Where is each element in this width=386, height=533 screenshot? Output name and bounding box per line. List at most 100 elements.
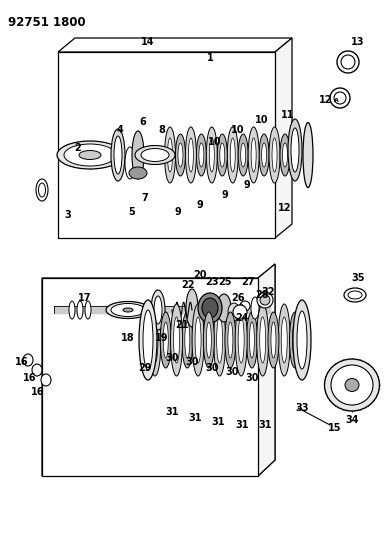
Text: 1: 1 — [207, 53, 213, 63]
Ellipse shape — [160, 312, 171, 368]
Text: 35: 35 — [351, 273, 365, 283]
Ellipse shape — [251, 138, 256, 172]
Ellipse shape — [202, 298, 218, 318]
Text: 30: 30 — [245, 373, 259, 383]
Text: 30: 30 — [225, 367, 239, 377]
Ellipse shape — [198, 293, 222, 323]
Ellipse shape — [217, 134, 227, 176]
Ellipse shape — [32, 364, 42, 376]
Ellipse shape — [106, 302, 150, 319]
Ellipse shape — [246, 312, 257, 368]
Text: 27: 27 — [241, 277, 255, 287]
Ellipse shape — [139, 300, 157, 380]
Ellipse shape — [337, 51, 359, 73]
Ellipse shape — [293, 322, 298, 358]
Text: 31: 31 — [235, 420, 249, 430]
Text: 16: 16 — [23, 373, 37, 383]
Text: 9: 9 — [196, 200, 203, 210]
Ellipse shape — [297, 311, 307, 369]
Ellipse shape — [176, 134, 185, 176]
Ellipse shape — [185, 127, 196, 183]
Ellipse shape — [188, 138, 193, 172]
Text: 10: 10 — [208, 137, 222, 147]
Ellipse shape — [23, 354, 33, 366]
Text: 23: 23 — [205, 277, 219, 287]
Text: 26: 26 — [231, 293, 245, 303]
Polygon shape — [258, 264, 275, 476]
Ellipse shape — [77, 301, 83, 319]
Text: 30: 30 — [165, 353, 179, 363]
Text: 25: 25 — [218, 277, 232, 287]
Ellipse shape — [36, 179, 48, 201]
Ellipse shape — [331, 365, 373, 405]
Ellipse shape — [233, 305, 247, 319]
Ellipse shape — [230, 138, 235, 172]
Text: 16: 16 — [31, 387, 45, 397]
Ellipse shape — [182, 312, 193, 368]
Ellipse shape — [185, 322, 190, 358]
Polygon shape — [275, 38, 292, 238]
Text: 4: 4 — [117, 125, 124, 135]
Ellipse shape — [217, 294, 231, 322]
Ellipse shape — [41, 374, 51, 386]
Ellipse shape — [69, 301, 75, 319]
Text: 29: 29 — [138, 363, 152, 373]
Ellipse shape — [178, 143, 183, 167]
Polygon shape — [42, 278, 258, 476]
Ellipse shape — [278, 304, 290, 376]
Text: 19: 19 — [155, 333, 169, 343]
Text: 15: 15 — [328, 423, 342, 433]
Ellipse shape — [207, 322, 212, 358]
Ellipse shape — [348, 291, 362, 299]
Ellipse shape — [132, 131, 144, 179]
Text: 16: 16 — [15, 357, 29, 367]
Ellipse shape — [195, 317, 201, 363]
Text: 30: 30 — [205, 363, 219, 373]
Ellipse shape — [238, 317, 244, 363]
Ellipse shape — [257, 304, 269, 376]
Ellipse shape — [143, 310, 153, 370]
Ellipse shape — [199, 143, 204, 167]
Text: 20: 20 — [193, 270, 207, 280]
Ellipse shape — [330, 88, 350, 108]
Ellipse shape — [325, 359, 379, 411]
Ellipse shape — [260, 295, 270, 305]
Ellipse shape — [39, 183, 46, 197]
Ellipse shape — [163, 322, 168, 358]
Ellipse shape — [151, 290, 165, 330]
Ellipse shape — [334, 92, 346, 104]
Text: 7: 7 — [142, 193, 148, 203]
Ellipse shape — [345, 378, 359, 392]
Ellipse shape — [164, 127, 176, 183]
Ellipse shape — [213, 304, 225, 376]
Text: 34: 34 — [345, 415, 359, 425]
Text: 30: 30 — [185, 357, 199, 367]
Ellipse shape — [291, 128, 299, 172]
Ellipse shape — [268, 312, 279, 368]
Ellipse shape — [303, 123, 313, 188]
Text: 24: 24 — [235, 313, 249, 323]
Text: 9: 9 — [222, 190, 229, 200]
Ellipse shape — [248, 127, 259, 183]
Ellipse shape — [111, 129, 125, 181]
Ellipse shape — [168, 138, 173, 172]
Ellipse shape — [174, 317, 179, 363]
Text: 10: 10 — [231, 125, 245, 135]
Ellipse shape — [228, 322, 233, 358]
Ellipse shape — [152, 317, 158, 363]
Text: 3: 3 — [64, 210, 71, 220]
Ellipse shape — [238, 134, 248, 176]
Text: 2: 2 — [74, 143, 81, 153]
Ellipse shape — [257, 292, 273, 308]
Text: 13: 13 — [351, 37, 365, 47]
Text: 32: 32 — [261, 287, 275, 297]
Ellipse shape — [241, 143, 245, 167]
Ellipse shape — [344, 288, 366, 302]
Ellipse shape — [123, 308, 133, 312]
Ellipse shape — [227, 127, 238, 183]
Ellipse shape — [240, 301, 250, 311]
Text: 6: 6 — [140, 117, 146, 127]
Text: A: A — [334, 98, 339, 102]
Ellipse shape — [129, 167, 147, 179]
Ellipse shape — [228, 303, 240, 321]
